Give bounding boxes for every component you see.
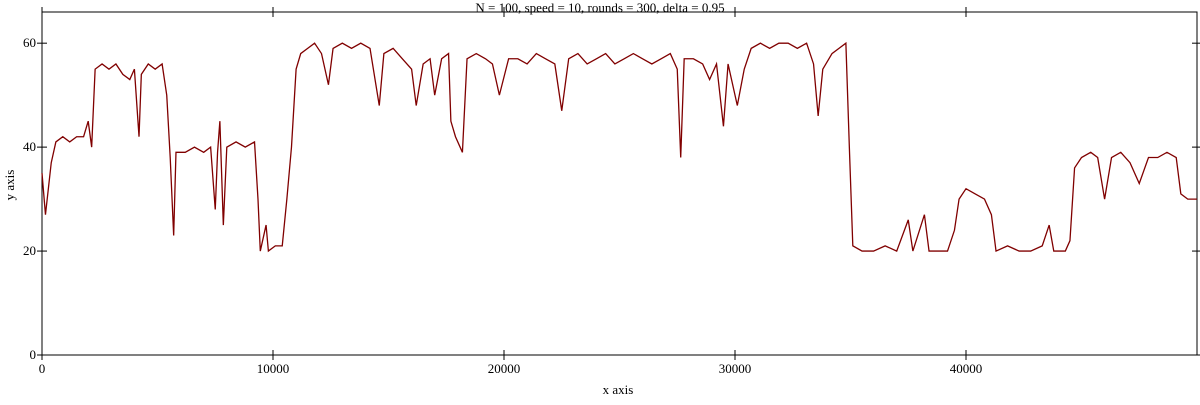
y-tick-label: 20 (23, 243, 36, 258)
x-tick-label: 10000 (257, 361, 290, 376)
chart-title: N = 100, speed = 10, rounds = 300, delta… (475, 0, 724, 15)
y-tick-label: 60 (23, 35, 36, 50)
plot-frame (41, 11, 1198, 356)
x-tick-label: 40000 (950, 361, 983, 376)
x-tick-label: 0 (39, 361, 46, 376)
y-axis-label: y axis (2, 170, 17, 201)
y-tick-label: 0 (30, 347, 37, 362)
x-axis-label: x axis (603, 382, 634, 397)
x-tick-label: 20000 (488, 361, 521, 376)
x-tick-label: 30000 (719, 361, 752, 376)
data-line (41, 41, 1197, 253)
y-tick-label: 40 (23, 139, 36, 154)
